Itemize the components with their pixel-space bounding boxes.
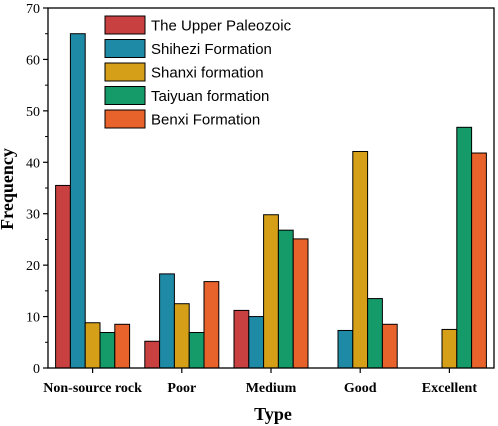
x-tick-label-1: Poor: [167, 381, 196, 396]
bar-2-3: [352, 150, 369, 369]
bar-4-4: [471, 152, 487, 369]
legend-swatch-4: [104, 109, 146, 129]
bar-2-2: [263, 214, 279, 369]
bar-2-4: [441, 328, 458, 369]
x-tick-label-2: Medium: [246, 381, 297, 396]
y-tick-label-5: 50: [26, 105, 40, 120]
x-tick-label-0: Non-source rock: [43, 381, 142, 396]
bar-4-3: [381, 323, 398, 369]
bar-4-1: [203, 281, 220, 369]
bar-1-2: [248, 316, 265, 369]
y-ticks: 0 10 20 30 40 50 60 70: [26, 2, 48, 377]
y-tick-label-1: 10: [26, 311, 40, 326]
bar-2-1: [173, 303, 190, 369]
bar-3-2: [277, 229, 294, 369]
bar-1-3: [337, 329, 354, 369]
legend-label-3: Taiyuan formation: [151, 88, 269, 105]
y-tick-label-4: 40: [26, 156, 40, 171]
bar-0-2: [233, 309, 250, 369]
legend-swatch-1: [104, 39, 146, 58]
bar-0-1: [144, 340, 161, 369]
bar-3-4: [456, 126, 473, 369]
legend-swatch-2: [104, 62, 146, 82]
legend: The Upper Paleozoic Shihezi Formation Shan…: [104, 15, 292, 129]
bar-1-0: [69, 33, 86, 369]
bar-0-0: [55, 184, 71, 369]
legend-swatch-3: [104, 86, 146, 105]
x-tick-label-3: Good: [344, 381, 377, 396]
y-tick-label-0: 0: [33, 362, 40, 377]
bar-3-0: [99, 332, 116, 369]
bar-4-0: [114, 323, 131, 369]
y-tick-label-6: 60: [26, 53, 40, 68]
bars-layer: [55, 33, 487, 369]
y-tick-label-2: 20: [26, 259, 40, 274]
y-tick-label-7: 70: [26, 2, 40, 17]
legend-label-0: The Upper Paleozoic: [151, 18, 292, 35]
legend-label-4: Benxi Formation: [151, 112, 260, 129]
y-tick-label-3: 30: [26, 208, 40, 223]
bar-2-0: [84, 322, 101, 369]
legend-label-1: Shihezi Formation: [151, 41, 272, 58]
x-ticks: Non-source rock Poor Medium Good Excellent: [43, 368, 477, 396]
x-axis-title: Type: [254, 404, 292, 424]
bar-4-2: [292, 238, 309, 369]
legend-label-2: Shanxi formation: [151, 65, 264, 82]
bar-3-1: [188, 332, 205, 369]
legend-swatch-0: [104, 15, 146, 35]
y-axis-title: Frequency: [0, 148, 17, 230]
x-tick-label-4: Excellent: [422, 381, 478, 396]
bar-3-3: [367, 298, 383, 369]
bar-1-1: [159, 273, 175, 369]
